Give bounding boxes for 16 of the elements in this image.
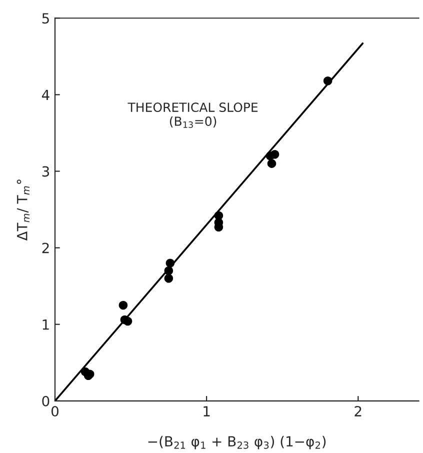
point [118,300,128,310]
y-tick-label: 5 [42,13,49,24]
y-tick-label: 0 [42,396,50,406]
y-axis-title: ΔT$_{m}$/ T$_{m}$° [16,180,30,241]
x-tick-label: 0 [51,406,58,417]
point [267,159,276,168]
y-tick-label: 2 [42,242,49,254]
x-tick-label: 1 [204,406,210,416]
point [164,274,174,283]
y-tick-label: 4 [42,90,50,100]
point [270,150,280,159]
text: −(B$_{21}$ φ$_{1}$ + B$_{23}$ φ$_{3}$) (1−φ$_{2}$) [148,436,326,450]
x-tick-label: 2 [354,406,362,416]
y-tick-label: 3 [42,166,50,177]
annotation: THEORETICAL SLOPE (B$_{13}$=0) [128,102,258,128]
y-tick-label: 1 [42,320,49,330]
